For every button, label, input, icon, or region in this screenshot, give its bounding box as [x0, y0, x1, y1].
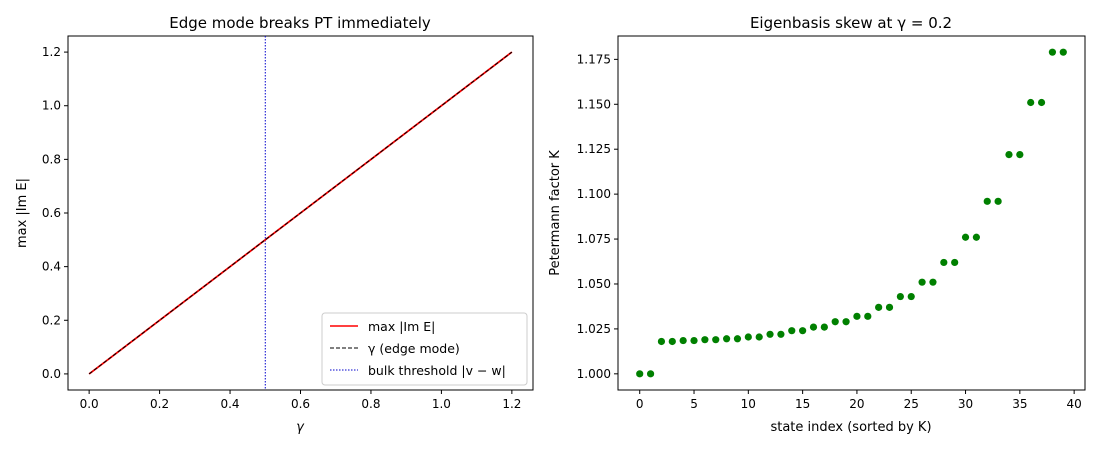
chart-left-xlabel: γ	[296, 420, 305, 435]
chart-right-xlabel: state index (sorted by K)	[770, 420, 931, 435]
y-tick-label: 1.025	[577, 322, 611, 336]
x-tick-label: 0.0	[80, 397, 99, 411]
x-tick-label: 0.6	[291, 397, 310, 411]
x-tick-label: 1.2	[502, 397, 521, 411]
chart-left-title: Edge mode breaks PT immediately	[169, 14, 431, 32]
x-tick-label: 0.8	[361, 397, 380, 411]
scatter-point	[1048, 48, 1057, 56]
chart-left-ticks: 0.0 0.2 0.4 0.6 0.8 1.0 1.2 0.0 0.2 0.4 0.6 0.8 1.0 1…	[42, 45, 522, 411]
scatter-point	[766, 330, 774, 338]
x-tick-label: 0.2	[150, 397, 169, 411]
scatter-point	[961, 233, 970, 241]
scatter-point	[951, 258, 959, 267]
scatter-point	[799, 327, 807, 335]
legend-label-series-1: γ (edge mode)	[368, 341, 460, 356]
chart-left-marks	[88, 36, 513, 390]
series-line-1	[88, 51, 513, 375]
y-tick-label: 0.0	[42, 367, 61, 381]
scatter-point	[896, 292, 904, 301]
chart-right-plot-area	[617, 35, 1086, 391]
scatter-point	[1016, 150, 1024, 159]
scatter-point	[972, 233, 980, 241]
scatter-point	[1059, 48, 1067, 56]
scatter-point	[744, 333, 752, 341]
scatter-point	[809, 323, 818, 331]
scatter-point	[679, 336, 687, 345]
scatter-point	[994, 197, 1002, 205]
scatter-point	[712, 336, 720, 344]
scatter-point	[1027, 98, 1035, 107]
y-tick-label: 1.2	[42, 45, 61, 59]
chart-right-ticks: 0 5 10 15 20 25 30 35 40 1.000 1.025 1.050 1.075 1.10…	[577, 52, 1082, 411]
y-tick-label: 1.0	[42, 99, 61, 113]
scatter-point	[983, 197, 991, 205]
scatter-point	[690, 336, 698, 345]
scatter-point	[788, 327, 796, 335]
scatter-point	[733, 335, 742, 343]
x-tick-label: 20	[849, 397, 864, 411]
scatter-point	[777, 330, 785, 338]
scatter-point	[907, 292, 915, 301]
scatter-point	[918, 278, 926, 286]
scatter-point	[940, 258, 948, 267]
scatter-point	[853, 312, 861, 320]
y-tick-label: 1.050	[577, 277, 611, 291]
y-tick-label: 1.150	[577, 97, 611, 111]
x-tick-label: 1.0	[432, 397, 451, 411]
y-tick-label: 1.100	[577, 187, 611, 201]
scatter-point	[636, 370, 644, 378]
legend-label-vline: bulk threshold |v − w|	[368, 363, 506, 378]
x-tick-label: 30	[958, 397, 973, 411]
scatter-point	[755, 333, 763, 341]
legend-box	[321, 312, 528, 386]
x-tick-label: 35	[1012, 397, 1027, 411]
scatter-point	[723, 335, 731, 343]
y-tick-label: 1.175	[577, 52, 611, 66]
y-tick-label: 0.8	[42, 152, 61, 166]
y-tick-label: 1.125	[577, 142, 611, 156]
y-tick-label: 0.4	[42, 260, 61, 274]
x-tick-label: 5	[690, 397, 698, 411]
scatter-point	[885, 303, 894, 311]
scatter-point	[657, 337, 666, 346]
y-tick-label: 0.2	[42, 313, 61, 327]
scatter-point	[820, 323, 828, 331]
x-tick-label: 10	[741, 397, 756, 411]
chart-left-legend: max |Im E| γ (edge mode) bulk threshold …	[321, 312, 528, 386]
y-tick-label: 0.6	[42, 206, 61, 220]
y-tick-label: 1.075	[577, 232, 611, 246]
scatter-point	[842, 318, 850, 326]
legend-label-series-0: max |Im E|	[368, 319, 435, 334]
chart-right-marks	[636, 48, 1067, 378]
scatter-point	[929, 278, 937, 286]
chart-left-ylabel: max |Im E|	[15, 178, 30, 248]
x-tick-label: 15	[795, 397, 810, 411]
x-tick-label: 25	[904, 397, 919, 411]
x-tick-label: 40	[1066, 397, 1081, 411]
x-tick-label: 0	[636, 397, 644, 411]
chart-right: Eigenbasis skew at γ = 0.2 0 5 10 15 20 25 30 3…	[548, 14, 1086, 435]
y-tick-label: 1.000	[577, 367, 611, 381]
scatter-point	[864, 312, 872, 320]
scatter-point	[1037, 98, 1046, 107]
scatter-point	[831, 318, 839, 326]
scatter-point	[668, 337, 676, 346]
scatter-point	[646, 370, 655, 378]
chart-right-title: Eigenbasis skew at γ = 0.2	[750, 14, 952, 32]
chart-right-ylabel: Petermann factor K	[548, 150, 563, 276]
chart-left: Edge mode breaks PT immediately 0.0 0.2 0.…	[15, 14, 534, 435]
x-tick-label: 0.4	[220, 397, 239, 411]
scatter-point	[1005, 150, 1013, 159]
scatter-point	[701, 336, 709, 344]
scatter-point	[875, 303, 883, 311]
